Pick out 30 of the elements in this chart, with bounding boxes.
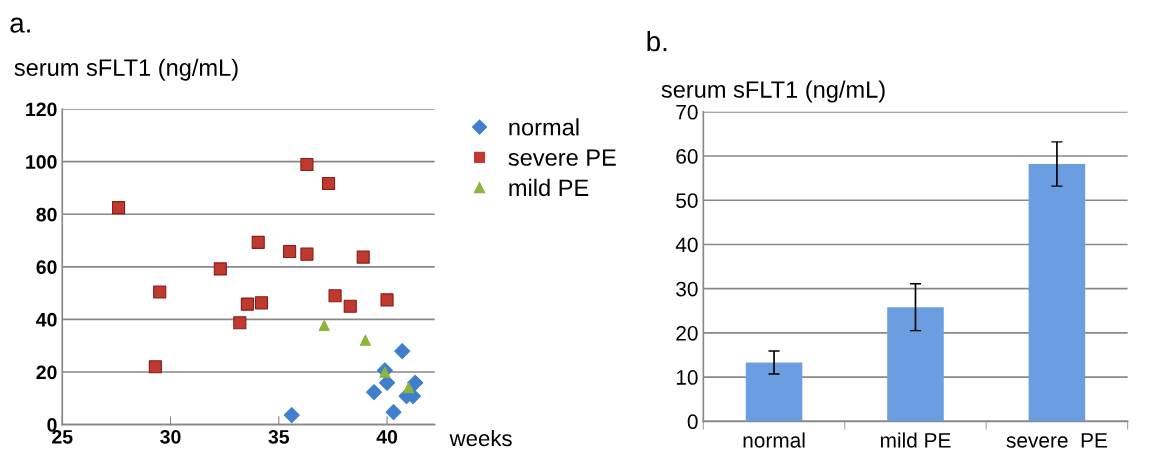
y-axis-title: serum sFLT1 (ng/mL)	[14, 58, 238, 81]
y-tick-label: 50	[676, 193, 698, 208]
y-tick-label: 0	[687, 414, 698, 430]
chart-title: b.	[647, 30, 667, 52]
y-tick-label: 40	[36, 312, 57, 327]
y-tick-label: 30	[676, 281, 698, 297]
y-tick-label: 80	[36, 207, 57, 222]
legend-label: severe PE	[508, 149, 616, 166]
y-tick-label: 60	[676, 149, 698, 164]
y-tick-label: 20	[676, 325, 698, 341]
x-tick-label: 35	[268, 429, 290, 444]
y-tick-label: 0	[47, 418, 57, 432]
y-tick-label: 100	[26, 155, 57, 169]
y-tick-label: 70	[676, 104, 698, 120]
y-tick-label: 40	[675, 237, 698, 253]
x-tick-label: normal	[743, 432, 805, 448]
x-tick-label: mild PE	[880, 432, 951, 448]
x-tick-label: 40	[376, 429, 398, 444]
y-tick-label: 120	[26, 102, 57, 117]
legend-label: normal	[509, 118, 579, 136]
y-tick-label: 10	[676, 370, 698, 385]
legend-label: mild PE	[509, 178, 589, 197]
y-axis-title: serum sFLT1 (ng/mL)	[661, 80, 885, 103]
x-tick-label: 25	[52, 429, 73, 444]
x-tick-label: 30	[160, 429, 181, 444]
y-tick-label: 60	[36, 260, 57, 275]
x-axis-title: weeks	[449, 429, 512, 447]
y-tick-label: 20	[36, 365, 57, 380]
chart-title: a.	[10, 17, 30, 33]
x-tick-label: severe PE	[1006, 433, 1107, 448]
